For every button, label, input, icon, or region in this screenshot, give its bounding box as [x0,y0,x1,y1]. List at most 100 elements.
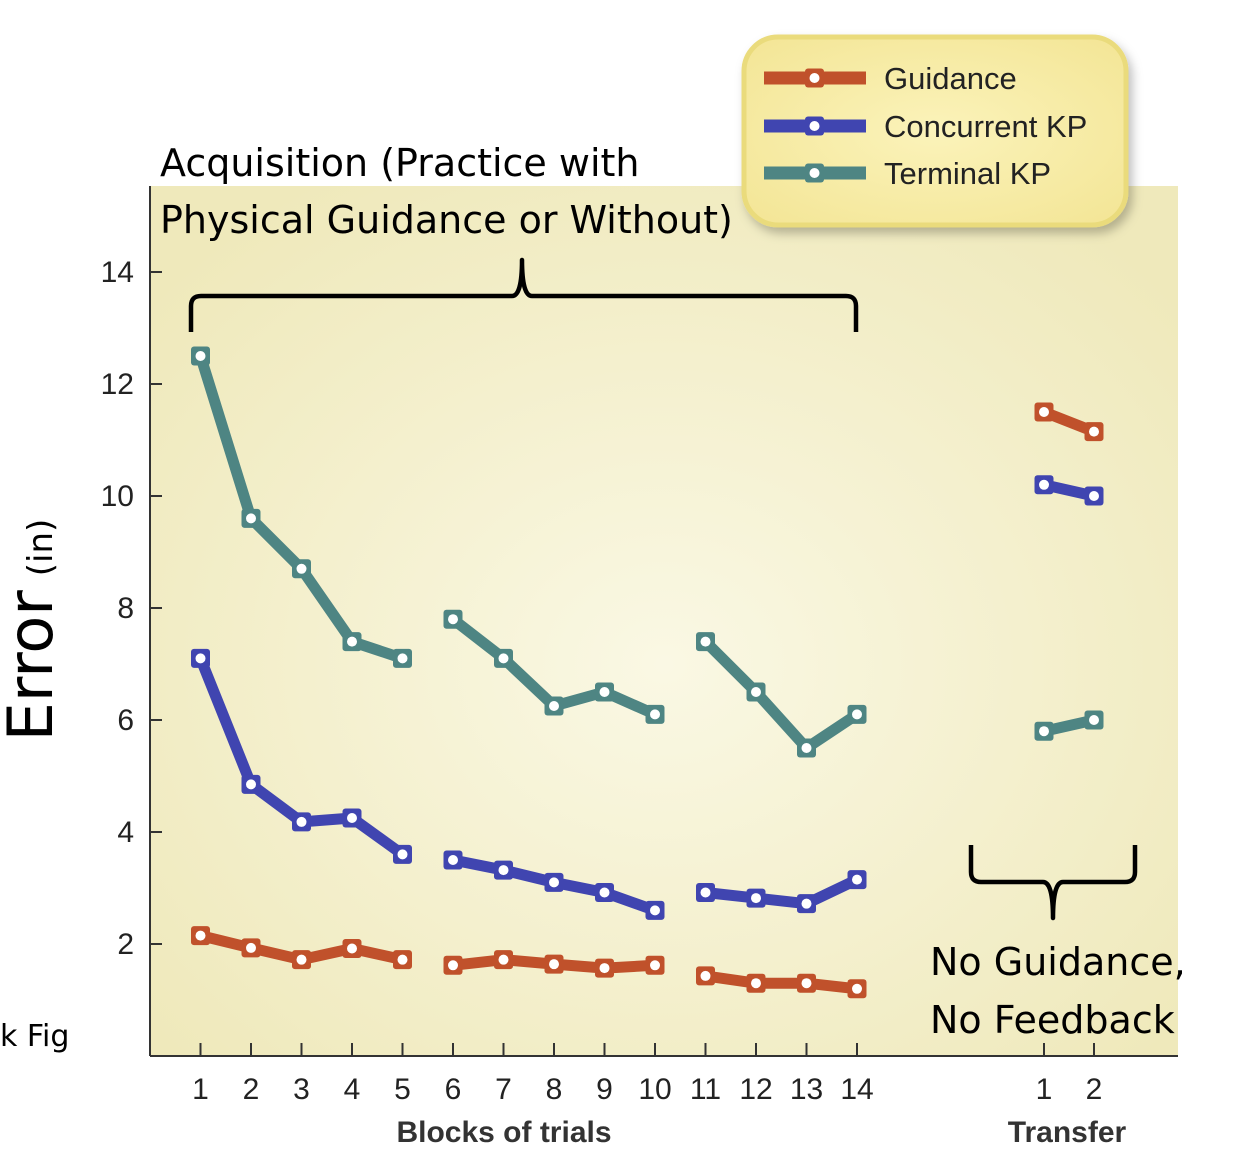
point-guidance-block-9 [595,958,614,978]
point-terminal-kp-block-4 [342,632,362,652]
acquisition-label-line2: Physical Guidance or Without) [160,198,733,242]
x-axis-title: Blocks of trials [396,1116,611,1149]
point-guidance-block-4 [342,938,362,958]
point-guidance-block-6 [443,955,463,975]
point-guidance-block-3 [292,950,311,970]
y-tick-label-8: 8 [117,592,134,625]
y-ticks: 2 4 6 8 10 12 14 [101,256,162,961]
point-concurrent-kp-block-8 [544,872,564,892]
point-concurrent-kp-block-1 [191,648,210,668]
series-terminal-kp [191,346,1104,758]
point-terminal-kp-block-5 [393,648,412,668]
point-terminal-kp-block-8 [544,696,564,716]
transfer-tick-label-1: 1 [1036,1073,1053,1106]
point-terminal-kp-block-7 [494,648,513,668]
acquisition-label-line1: Acquisition (Practice with [160,141,640,185]
y-tick-label-10: 10 [101,480,134,513]
point-guidance-transfer-1 [1034,402,1054,422]
point-guidance-transfer-2 [1084,422,1104,442]
point-terminal-kp-block-2 [241,508,261,528]
point-guidance-block-2 [241,938,261,958]
x-tick-label-10: 10 [638,1073,671,1106]
legend-item-concurrent-kp: Concurrent KP [764,109,1087,144]
series-line-concurrent-kp-segment-3 [700,874,863,910]
series-line-terminal-kp-segment-3 [700,636,863,754]
transfer-brace [968,845,1138,921]
series-guidance [191,402,1104,999]
point-terminal-kp-block-6 [443,609,463,629]
plot-background [150,186,1178,1056]
point-terminal-kp-transfer-1 [1034,721,1054,741]
point-guidance-block-13 [797,973,816,993]
point-terminal-kp-block-14 [847,704,867,724]
y-tick-label-14: 14 [101,256,134,289]
x-tick-label-6: 6 [445,1073,462,1106]
point-concurrent-kp-block-14 [847,870,867,890]
x-tick-label-14: 14 [840,1073,873,1106]
y-tick-label-6: 6 [117,704,134,737]
x-tick-label-4: 4 [344,1073,361,1106]
y-axis-title-main: Error [0,590,67,742]
transfer-label-line2: No Feedback [930,998,1175,1042]
point-guidance-block-1 [191,926,210,946]
point-guidance-block-8 [544,954,564,974]
point-concurrent-kp-transfer-2 [1084,486,1104,506]
legend-label-guidance: Guidance [884,61,1017,96]
point-guidance-block-14 [847,979,867,999]
point-terminal-kp-block-10 [645,704,665,724]
point-guidance-block-10 [645,955,665,975]
point-terminal-kp-block-12 [746,682,766,702]
transfer-axis-title: Transfer [1008,1116,1127,1149]
point-concurrent-kp-block-10 [645,900,665,920]
point-concurrent-kp-block-13 [797,894,816,914]
series-line-guidance-segment-3 [700,970,863,995]
point-guidance-block-7 [494,950,513,970]
legend-label-terminal-kp: Terminal KP [884,156,1051,191]
x-tick-label-9: 9 [596,1073,613,1106]
y-tick-label-2: 2 [117,928,134,961]
point-terminal-kp-block-13 [797,738,816,758]
point-concurrent-kp-block-9 [595,882,614,902]
acquisition-brace [188,257,859,332]
transfer-tick-label-2: 2 [1086,1073,1103,1106]
y-axis-title-unit: (in) [21,519,61,577]
point-concurrent-kp-block-7 [494,860,513,880]
transfer-label-line1: No Guidance, [930,940,1186,984]
point-guidance-block-12 [746,973,766,993]
point-guidance-block-5 [393,950,412,970]
x-tick-label-2: 2 [243,1073,260,1106]
point-concurrent-kp-block-2 [241,774,261,794]
y-tick-label-12: 12 [101,368,134,401]
point-concurrent-kp-block-11 [696,882,715,902]
y-tick-label-4: 4 [117,816,134,849]
legend-items: Guidance Concurrent KP Terminal KP [764,61,1087,191]
point-concurrent-kp-block-5 [393,844,412,864]
y-axis-title: Error (in) [0,519,67,742]
point-guidance-block-11 [696,966,715,986]
point-concurrent-kp-block-3 [292,812,311,832]
point-concurrent-kp-transfer-1 [1034,475,1054,495]
point-concurrent-kp-block-4 [342,808,362,828]
x-tick-label-5: 5 [394,1073,411,1106]
x-tick-label-7: 7 [495,1073,512,1106]
point-terminal-kp-block-11 [696,632,715,652]
x-tick-label-8: 8 [546,1073,563,1106]
legend: Guidance Concurrent KP Terminal KP [741,34,1129,228]
x-tick-label-11: 11 [690,1073,721,1106]
series-concurrent-kp [191,475,1104,920]
point-terminal-kp-transfer-2 [1084,710,1104,730]
x-tick-label-13: 13 [790,1073,823,1106]
x-ticks: 1 2 3 4 5 6 7 8 9 10 11 12 13 14 1 2 [192,1043,1102,1106]
point-concurrent-kp-block-6 [443,850,463,870]
cropped-caption-text: k Fig [0,1019,69,1054]
x-tick-label-1: 1 [192,1073,209,1106]
x-tick-label-3: 3 [293,1073,310,1106]
legend-label-concurrent-kp: Concurrent KP [884,109,1087,144]
x-tick-label-12: 12 [739,1073,772,1106]
point-terminal-kp-block-1 [191,346,210,366]
point-terminal-kp-block-3 [292,559,311,579]
legend-item-terminal-kp: Terminal KP [764,156,1051,191]
series-layer [191,346,1104,999]
